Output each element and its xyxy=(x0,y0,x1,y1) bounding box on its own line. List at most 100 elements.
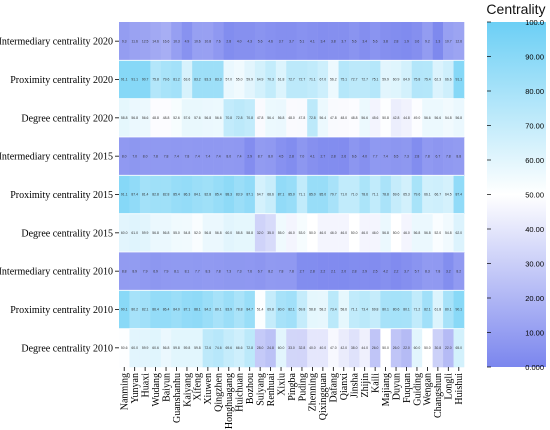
heatmap-cell xyxy=(119,328,130,368)
heatmap-cell xyxy=(265,22,277,61)
heatmap-cell xyxy=(349,60,360,99)
heatmap-cell xyxy=(453,60,465,99)
heatmap-cell xyxy=(192,137,203,176)
heatmap-cell-value: 83.9 xyxy=(236,193,243,197)
heatmap-cell-value: 50.6 xyxy=(121,346,128,350)
heatmap-cell-value: 9.3 xyxy=(122,39,127,43)
heatmap-cell-value: 80.1 xyxy=(215,308,222,312)
heatmap-cell-value: 4.6 xyxy=(268,39,273,43)
column-label: Zhijin xyxy=(360,373,371,397)
heatmap-cell xyxy=(254,328,266,368)
heatmap-cell-value: 7.9 xyxy=(143,269,148,273)
heatmap-cell xyxy=(422,175,433,214)
heatmap-cell-value: 69.6 xyxy=(393,193,400,197)
heatmap-cell-value: 67.0 xyxy=(320,78,327,82)
heatmap-cell-value: 53.0 xyxy=(299,231,306,235)
heatmap-cell-value: 6.7 xyxy=(436,154,441,158)
row-label: Proximity centrality 2015 xyxy=(10,190,113,201)
heatmap-cell-value: 7.4 xyxy=(237,154,242,158)
heatmap-cell-value: 12.5 xyxy=(142,39,149,43)
heatmap-cell xyxy=(328,22,339,61)
heatmap-cell xyxy=(443,98,454,138)
heatmap-cell xyxy=(202,137,214,176)
heatmap-cell-value: 58.6 xyxy=(340,308,347,312)
heatmap-cell xyxy=(244,328,256,368)
heatmap-cell-value: 75.8 xyxy=(414,78,421,82)
heatmap-cell-value: 69.8 xyxy=(267,308,274,312)
heatmap-cell-value: 8.0 xyxy=(226,154,231,158)
heatmap-cell-value: 44.0 xyxy=(361,346,368,350)
heatmap-cell-value: 50.0 xyxy=(393,231,400,235)
heatmap-cell xyxy=(296,213,308,253)
heatmap-cell-value: 2.8 xyxy=(394,39,399,43)
heatmap-cell xyxy=(244,60,256,99)
heatmap-cell-value: 57.6 xyxy=(194,116,201,120)
heatmap-cell-value: 50.0 xyxy=(351,231,358,235)
heatmap-cell xyxy=(223,175,235,214)
heatmap-cell xyxy=(160,328,172,368)
heatmap-cell-value: 74.6 xyxy=(215,346,222,350)
heatmap-cell xyxy=(119,290,130,329)
heatmap-cell xyxy=(380,60,392,99)
heatmap-cell-value: 86.4 xyxy=(152,308,159,312)
heatmap-cell xyxy=(171,213,183,253)
heatmap-cell xyxy=(160,98,172,138)
heatmap-cell xyxy=(234,252,245,291)
heatmap-cell-value: 10.6 xyxy=(194,39,201,43)
heatmap-cell xyxy=(443,60,454,99)
heatmap-cell-value: 87.1 xyxy=(184,308,191,312)
heatmap-cell-value: 72.7 xyxy=(351,78,358,82)
heatmap-cell-value: 52.0 xyxy=(435,231,442,235)
heatmap-cell-value: 56.4 xyxy=(267,116,274,120)
heatmap-cell xyxy=(453,22,465,61)
heatmap-cell xyxy=(307,213,318,253)
heatmap-cell xyxy=(453,328,465,368)
column-label: Wudang xyxy=(151,373,162,406)
heatmap-cell-value: 80.6 xyxy=(393,308,400,312)
heatmap-cell xyxy=(390,175,402,214)
heatmap-cell xyxy=(401,98,413,138)
heatmap-cell xyxy=(265,60,277,99)
heatmap-cell-value: 2.5 xyxy=(373,269,378,273)
heatmap-cell xyxy=(328,252,339,291)
column-label: Bozhou xyxy=(245,373,256,404)
heatmap-cell xyxy=(432,22,444,61)
heatmap-cell-value: 8.2 xyxy=(268,269,273,273)
heatmap-cell-value: 28.0 xyxy=(257,346,264,350)
heatmap-cell-value: 7.6 xyxy=(216,39,221,43)
heatmap-cell-value: 48.8 xyxy=(152,116,159,120)
heatmap-cell-value: 7.8 xyxy=(425,154,430,158)
heatmap-cell-value: 82.1 xyxy=(142,308,149,312)
heatmap-cell-value: 7.8 xyxy=(279,269,284,273)
heatmap-cell xyxy=(296,60,308,99)
heatmap-cell xyxy=(129,22,141,61)
heatmap-cell-value: 8.0 xyxy=(143,154,148,158)
heatmap-cell xyxy=(265,98,277,138)
heatmap-cell xyxy=(411,175,423,214)
heatmap-cell-value: 4.0 xyxy=(237,39,242,43)
heatmap-cell xyxy=(296,328,308,368)
heatmap-cell xyxy=(139,137,151,176)
heatmap-cell-value: 5.7 xyxy=(415,269,420,273)
heatmap-cell-value: 61.8 xyxy=(435,308,442,312)
heatmap-cell-value: 8.8 xyxy=(456,154,461,158)
heatmap-cell-value: 56.6 xyxy=(435,116,442,120)
heatmap-cell xyxy=(432,252,444,291)
heatmap-cell-value: 88.3 xyxy=(225,193,232,197)
heatmap-cell-value: 9.2 xyxy=(425,39,430,43)
heatmap-cell xyxy=(192,175,203,214)
heatmap-cell-value: 60.6 xyxy=(152,346,159,350)
heatmap-cell xyxy=(328,60,339,99)
heatmap-cell-value: 12.6 xyxy=(455,39,462,43)
heatmap-cell-value: 83.2 xyxy=(194,78,201,82)
heatmap-cell-value: 71.1 xyxy=(299,193,306,197)
heatmap-cell xyxy=(422,22,433,61)
heatmap-cell xyxy=(401,290,413,329)
column-label: Zhenning xyxy=(308,373,319,411)
heatmap-cell-value: 78.8 xyxy=(236,308,243,312)
heatmap-cell xyxy=(213,175,224,214)
heatmap-cell-value: 3.7 xyxy=(279,39,284,43)
colorbar-label: Centrality xyxy=(486,1,545,17)
heatmap-cell xyxy=(443,290,454,329)
heatmap-cell xyxy=(453,213,465,253)
